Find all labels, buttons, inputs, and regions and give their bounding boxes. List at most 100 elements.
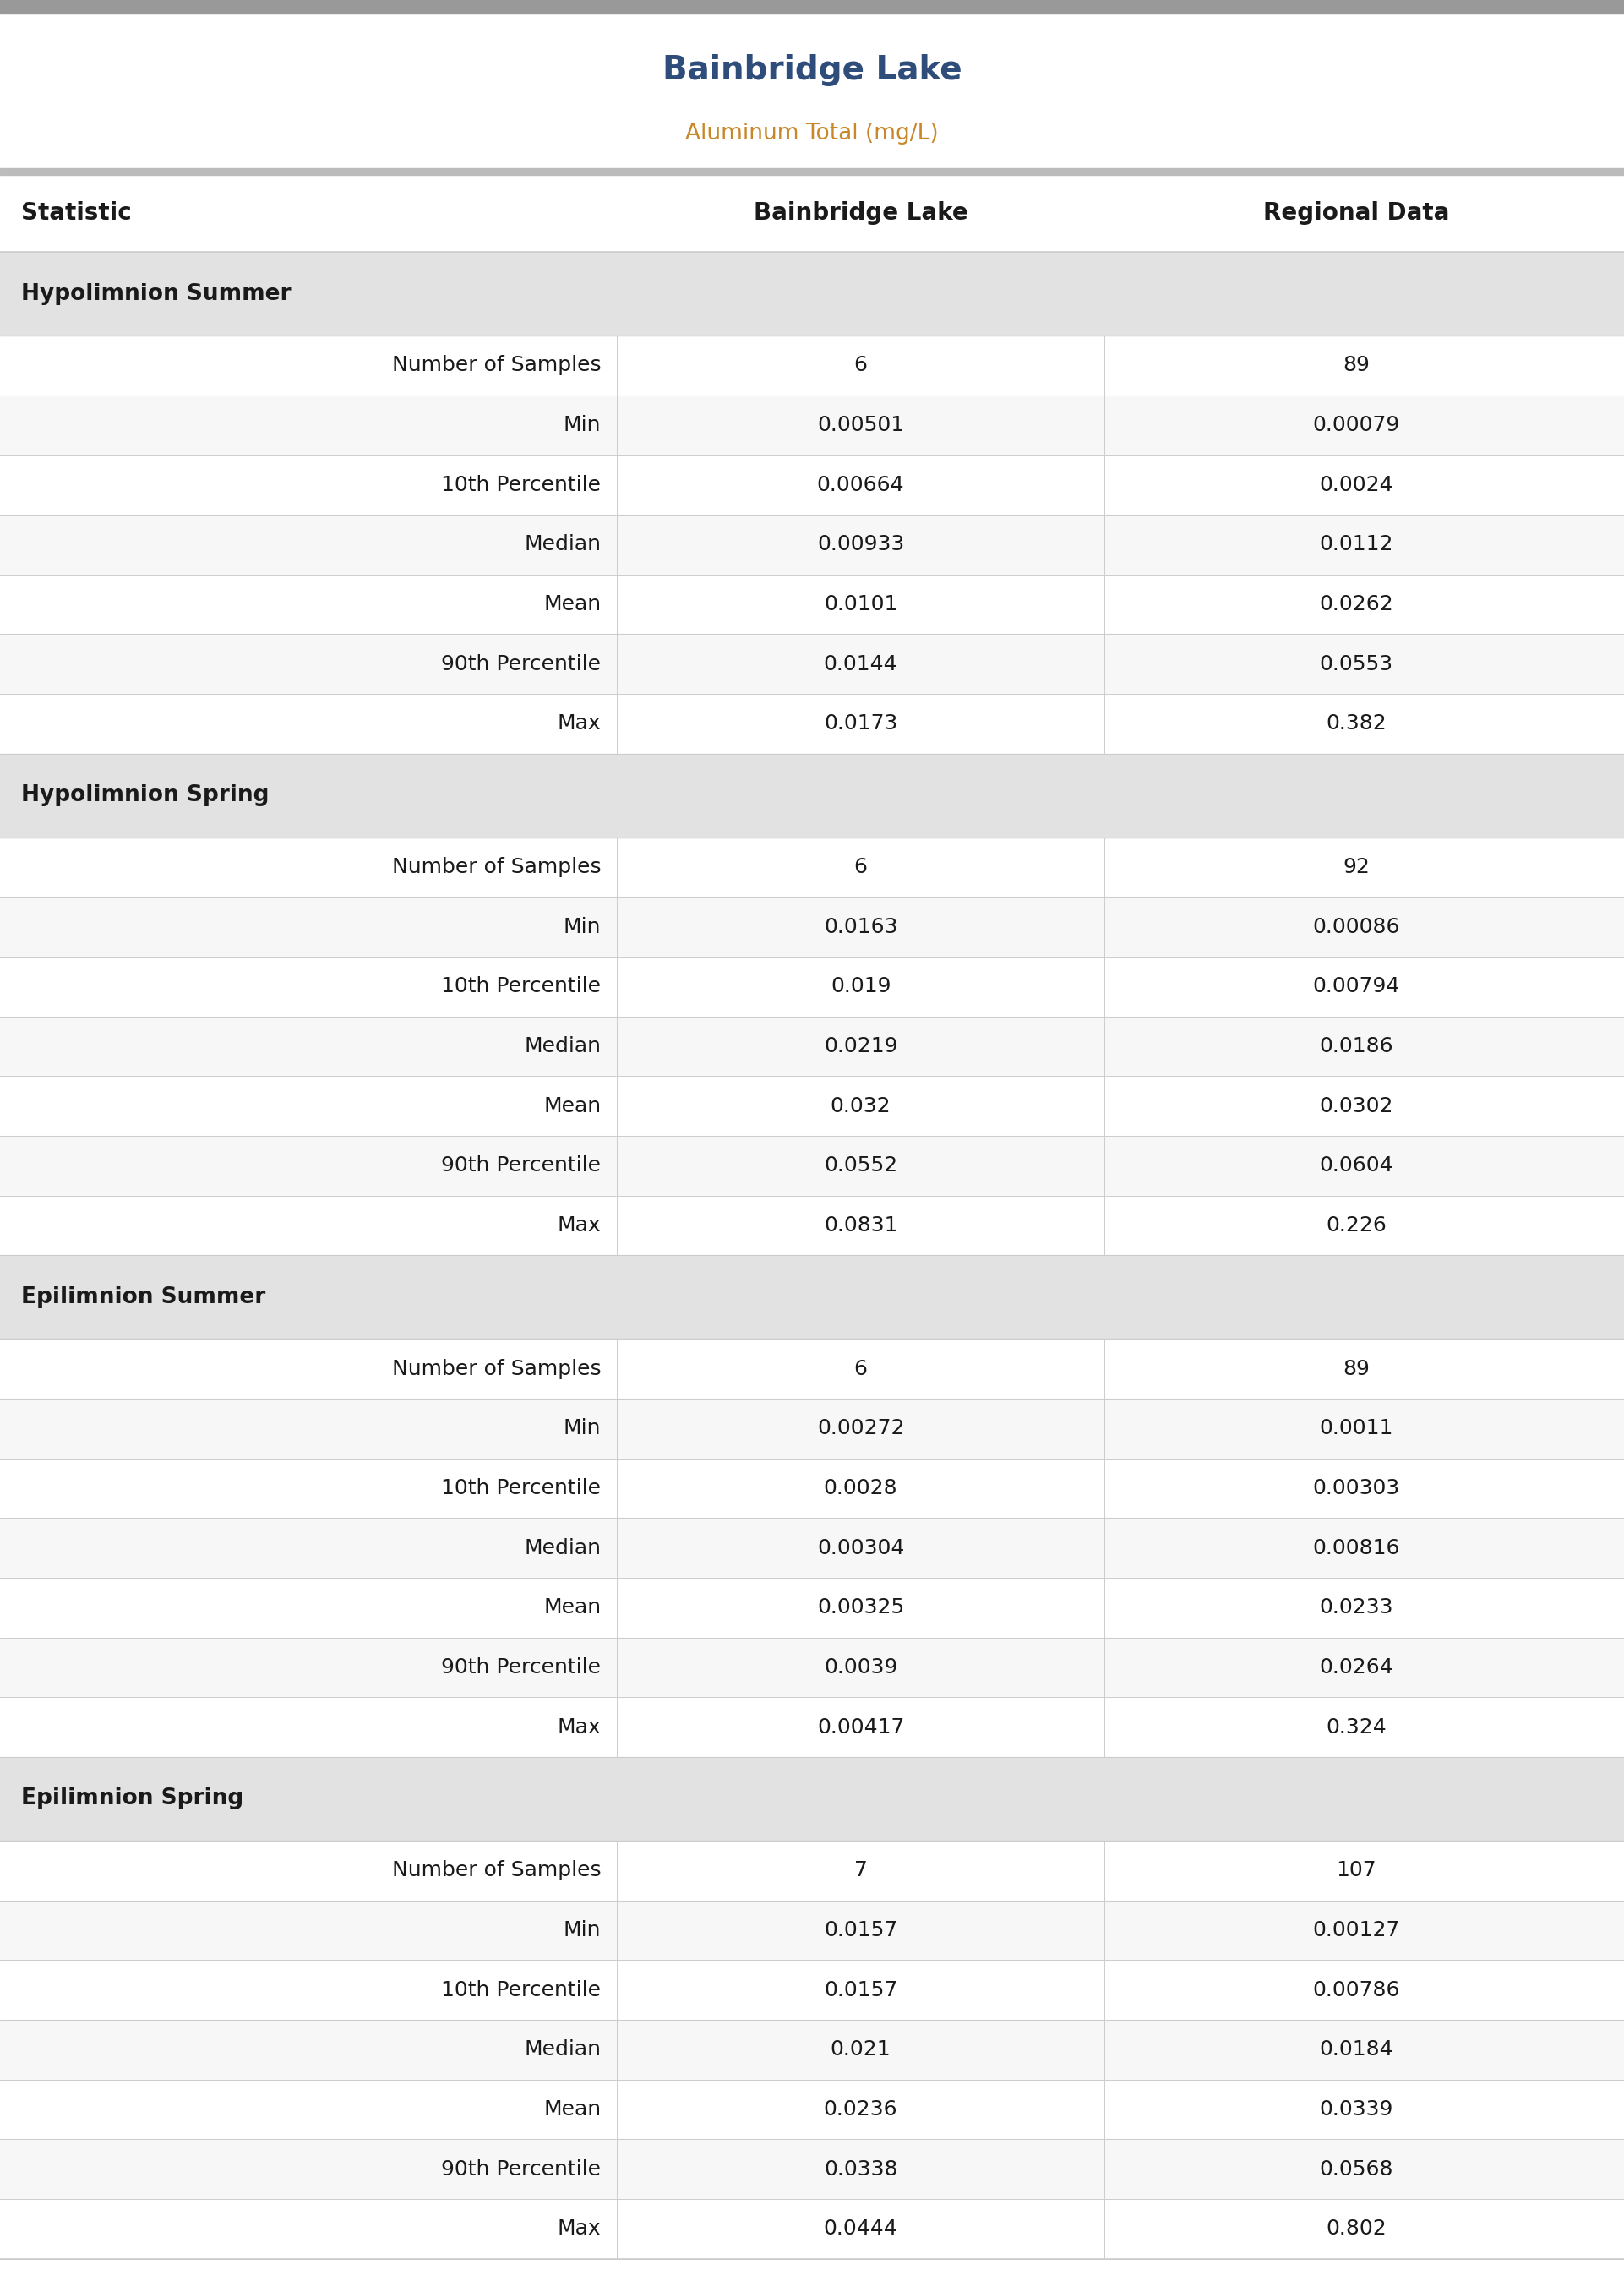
- Text: 10th Percentile: 10th Percentile: [442, 1979, 601, 2000]
- Bar: [0, 956, 1624, 1017]
- Bar: [0, 897, 1624, 956]
- Text: Min: Min: [564, 1920, 601, 1941]
- Text: 0.019: 0.019: [830, 976, 892, 997]
- Text: 0.0236: 0.0236: [823, 2100, 898, 2120]
- Bar: [0, 1339, 1624, 1398]
- Text: 0.00304: 0.00304: [817, 1537, 905, 1557]
- Text: 0.0024: 0.0024: [1319, 474, 1393, 495]
- Text: Number of Samples: Number of Samples: [391, 1360, 601, 1378]
- Text: Max: Max: [557, 2218, 601, 2238]
- Text: 0.00127: 0.00127: [1312, 1920, 1400, 1941]
- Text: Regional Data: Regional Data: [1263, 202, 1449, 225]
- Text: 0.00501: 0.00501: [817, 415, 905, 436]
- Bar: [0, 454, 1624, 515]
- Text: 0.0262: 0.0262: [1319, 595, 1393, 615]
- Text: Number of Samples: Number of Samples: [391, 858, 601, 876]
- Text: Aluminum Total (mg/L): Aluminum Total (mg/L): [685, 123, 939, 145]
- Bar: [0, 252, 1624, 336]
- Text: Median: Median: [525, 533, 601, 554]
- Text: 0.0186: 0.0186: [1319, 1035, 1393, 1056]
- Text: 0.0831: 0.0831: [823, 1214, 898, 1235]
- Text: 0.00086: 0.00086: [1312, 917, 1400, 938]
- Text: 0.00664: 0.00664: [817, 474, 905, 495]
- Text: Epilimnion Spring: Epilimnion Spring: [21, 1789, 244, 1809]
- Bar: [0, 754, 1624, 838]
- Text: 7: 7: [854, 1861, 867, 1880]
- Bar: [0, 1135, 1624, 1196]
- Text: 0.032: 0.032: [830, 1096, 892, 1117]
- Text: 90th Percentile: 90th Percentile: [442, 654, 601, 674]
- Text: 107: 107: [1337, 1861, 1376, 1880]
- Text: Max: Max: [557, 713, 601, 733]
- Text: 0.00303: 0.00303: [1312, 1478, 1400, 1498]
- Text: 0.00272: 0.00272: [817, 1419, 905, 1439]
- Bar: [0, 1196, 1624, 1255]
- Text: 6: 6: [854, 1360, 867, 1378]
- Text: Number of Samples: Number of Samples: [391, 1861, 601, 1880]
- Text: 90th Percentile: 90th Percentile: [442, 1155, 601, 1176]
- Text: Min: Min: [564, 415, 601, 436]
- Text: 90th Percentile: 90th Percentile: [442, 2159, 601, 2179]
- Text: Max: Max: [557, 1214, 601, 1235]
- Text: 10th Percentile: 10th Percentile: [442, 474, 601, 495]
- Text: 0.0028: 0.0028: [823, 1478, 898, 1498]
- Text: 0.0302: 0.0302: [1319, 1096, 1393, 1117]
- Bar: [0, 1637, 1624, 1698]
- Text: Max: Max: [557, 1716, 601, 1737]
- Text: Median: Median: [525, 1537, 601, 1557]
- Text: 0.0157: 0.0157: [823, 1920, 898, 1941]
- Text: 92: 92: [1343, 858, 1369, 876]
- Text: 6: 6: [854, 356, 867, 375]
- Text: Median: Median: [525, 2038, 601, 2059]
- Text: 0.00786: 0.00786: [1312, 1979, 1400, 2000]
- Text: 90th Percentile: 90th Percentile: [442, 1657, 601, 1678]
- Text: Statistic: Statistic: [21, 202, 132, 225]
- Text: 0.021: 0.021: [830, 2038, 892, 2059]
- Bar: [0, 168, 1624, 175]
- Text: 0.0338: 0.0338: [823, 2159, 898, 2179]
- Text: 0.0219: 0.0219: [823, 1035, 898, 1056]
- Text: 0.0157: 0.0157: [823, 1979, 898, 2000]
- Bar: [0, 1457, 1624, 1519]
- Text: 0.0568: 0.0568: [1319, 2159, 1393, 2179]
- Bar: [0, 1841, 1624, 1900]
- Text: 0.226: 0.226: [1325, 1214, 1387, 1235]
- Bar: [0, 574, 1624, 633]
- Bar: [0, 515, 1624, 574]
- Text: 0.0011: 0.0011: [1319, 1419, 1393, 1439]
- Bar: [0, 1698, 1624, 1757]
- Text: 0.802: 0.802: [1325, 2218, 1387, 2238]
- Text: 0.0233: 0.0233: [1319, 1598, 1393, 1619]
- Text: 0.0101: 0.0101: [823, 595, 898, 615]
- Text: 0.0604: 0.0604: [1319, 1155, 1393, 1176]
- Bar: [0, 695, 1624, 754]
- Text: Mean: Mean: [544, 1598, 601, 1619]
- Text: Hypolimnion Spring: Hypolimnion Spring: [21, 785, 270, 806]
- Text: Epilimnion Summer: Epilimnion Summer: [21, 1287, 265, 1308]
- Text: Bainbridge Lake: Bainbridge Lake: [754, 202, 968, 225]
- Text: 89: 89: [1343, 356, 1369, 375]
- Text: 0.00794: 0.00794: [1312, 976, 1400, 997]
- Bar: [0, 1578, 1624, 1637]
- Bar: [0, 2020, 1624, 2079]
- Text: Mean: Mean: [544, 1096, 601, 1117]
- Text: Median: Median: [525, 1035, 601, 1056]
- Bar: [0, 1900, 1624, 1959]
- Text: 0.0264: 0.0264: [1319, 1657, 1393, 1678]
- Text: 0.0039: 0.0039: [823, 1657, 898, 1678]
- Text: 0.0339: 0.0339: [1319, 2100, 1393, 2120]
- Text: Min: Min: [564, 1419, 601, 1439]
- Text: 0.0553: 0.0553: [1319, 654, 1393, 674]
- Text: 0.00417: 0.00417: [817, 1716, 905, 1737]
- Text: 0.0184: 0.0184: [1319, 2038, 1393, 2059]
- Bar: [0, 1959, 1624, 2020]
- Text: 89: 89: [1343, 1360, 1369, 1378]
- Bar: [0, 2079, 1624, 2138]
- Text: Min: Min: [564, 917, 601, 938]
- Text: 0.00079: 0.00079: [1312, 415, 1400, 436]
- Text: 0.0112: 0.0112: [1319, 533, 1393, 554]
- Bar: [0, 1255, 1624, 1339]
- Text: 0.0173: 0.0173: [823, 713, 898, 733]
- Text: 0.00933: 0.00933: [817, 533, 905, 554]
- Text: Number of Samples: Number of Samples: [391, 356, 601, 375]
